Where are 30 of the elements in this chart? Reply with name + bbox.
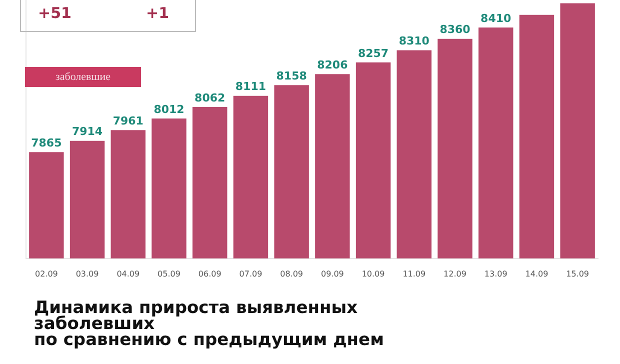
data-label: 7914: [72, 125, 103, 138]
annotation: +1: [146, 4, 170, 22]
x-tick-label: 14.09: [525, 269, 548, 278]
x-tick-label: 10.09: [362, 269, 385, 278]
x-tick-label: 13.09: [484, 269, 508, 278]
x-tick-label: 09.09: [320, 269, 344, 278]
x-tick-label: 04.09: [116, 269, 140, 278]
data-label: 8410: [480, 12, 512, 25]
data-label: 8257: [358, 46, 389, 60]
data-label: 8111: [235, 80, 266, 94]
label-tag: заболевшие: [25, 67, 141, 87]
data-label: 8012: [154, 102, 184, 116]
x-tick-label: 06.09: [198, 269, 222, 278]
text: Динамика прироста выявленных заболевших по сравнению с предыдущим днем: [34, 298, 385, 350]
x-tick-label: 02.09: [34, 269, 58, 278]
x-tick-label: 12.09: [444, 269, 466, 278]
x-tick-label: 15.09: [566, 269, 590, 278]
data-label: 8360: [440, 23, 471, 36]
x-tick-label: 07.09: [239, 269, 262, 278]
x-tick-label: 11.09: [402, 269, 426, 278]
x-tick-label: 08.09: [280, 269, 304, 278]
data-label: 8158: [276, 69, 307, 82]
data-label: 8206: [317, 58, 348, 72]
data-label: 8310: [398, 34, 430, 48]
data-label: 7865: [31, 136, 62, 150]
annotation: +51: [38, 4, 72, 22]
data-label: 8062: [194, 91, 226, 104]
x-tick-label: 03.09: [76, 269, 99, 278]
data-label: 7961: [112, 114, 144, 128]
x-tick-label: 05.09: [158, 269, 180, 278]
